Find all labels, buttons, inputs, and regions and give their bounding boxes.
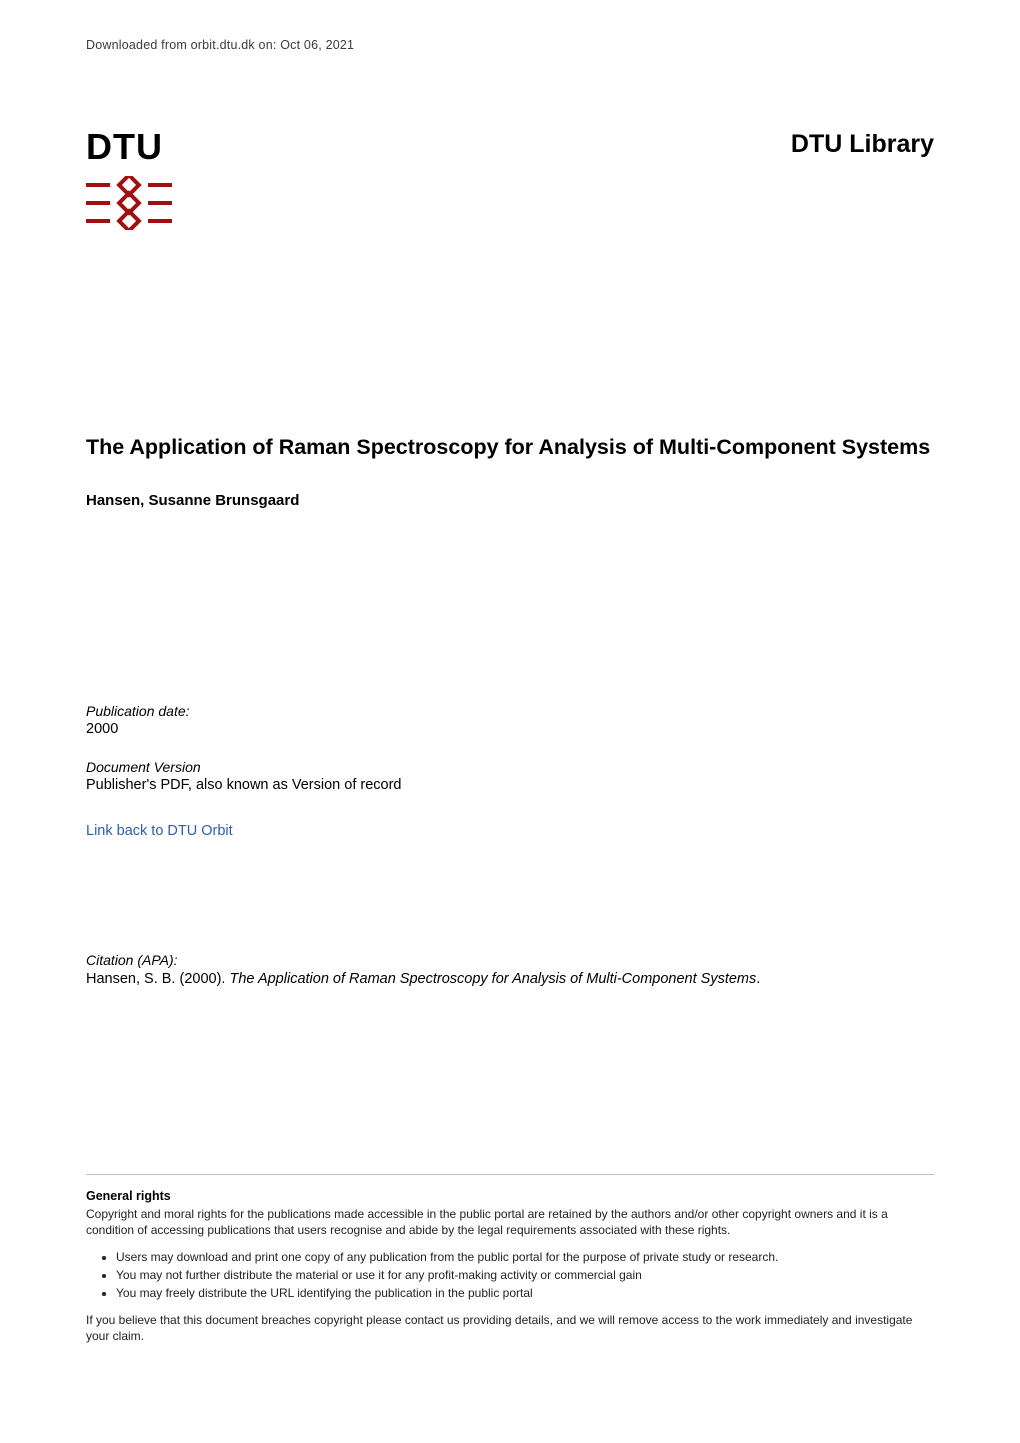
page-root: Downloaded from orbit.dtu.dk on: Oct 06,…: [0, 0, 1020, 1443]
publication-date-label: Publication date:: [86, 703, 934, 719]
document-version-label: Document Version: [86, 759, 934, 775]
footer-claim-paragraph: If you believe that this document breach…: [86, 1312, 934, 1344]
footer-bullet: You may freely distribute the URL identi…: [116, 1284, 934, 1302]
footer-bullet: Users may download and print one copy of…: [116, 1248, 934, 1266]
orbit-backlink[interactable]: Link back to DTU Orbit: [86, 823, 233, 839]
footer-bullets: Users may download and print one copy of…: [116, 1248, 934, 1302]
document-title: The Application of Raman Spectroscopy fo…: [86, 434, 934, 462]
citation-text: Hansen, S. B. (2000). The Application of…: [86, 970, 934, 990]
footer-rights-paragraph: Copyright and moral rights for the publi…: [86, 1206, 934, 1238]
download-line: Downloaded from orbit.dtu.dk on: Oct 06,…: [86, 38, 934, 52]
citation-label: Citation (APA):: [86, 952, 934, 968]
citation-tail: .: [756, 971, 760, 987]
dtu-library-label: DTU Library: [791, 130, 934, 159]
dtu-logo-text: DTU: [86, 126, 163, 168]
dtu-logo-lines-icon: [86, 176, 172, 230]
publication-date-value: 2000: [86, 721, 934, 737]
header: DTU DTU Library: [86, 126, 934, 230]
footer-bullet: You may not further distribute the mater…: [116, 1266, 934, 1284]
citation-author: Hansen, S. B. (2000).: [86, 971, 229, 987]
citation-title: The Application of Raman Spectroscopy fo…: [229, 971, 756, 987]
document-version-value: Publisher's PDF, also known as Version o…: [86, 777, 934, 793]
footer-divider: [86, 1174, 934, 1175]
download-date: Oct 06, 2021: [280, 38, 354, 52]
document-author: Hansen, Susanne Brunsgaard: [86, 492, 934, 509]
footer-heading: General rights: [86, 1189, 934, 1203]
dtu-logo: DTU: [86, 126, 172, 230]
download-prefix: Downloaded from orbit.dtu.dk on:: [86, 38, 280, 52]
